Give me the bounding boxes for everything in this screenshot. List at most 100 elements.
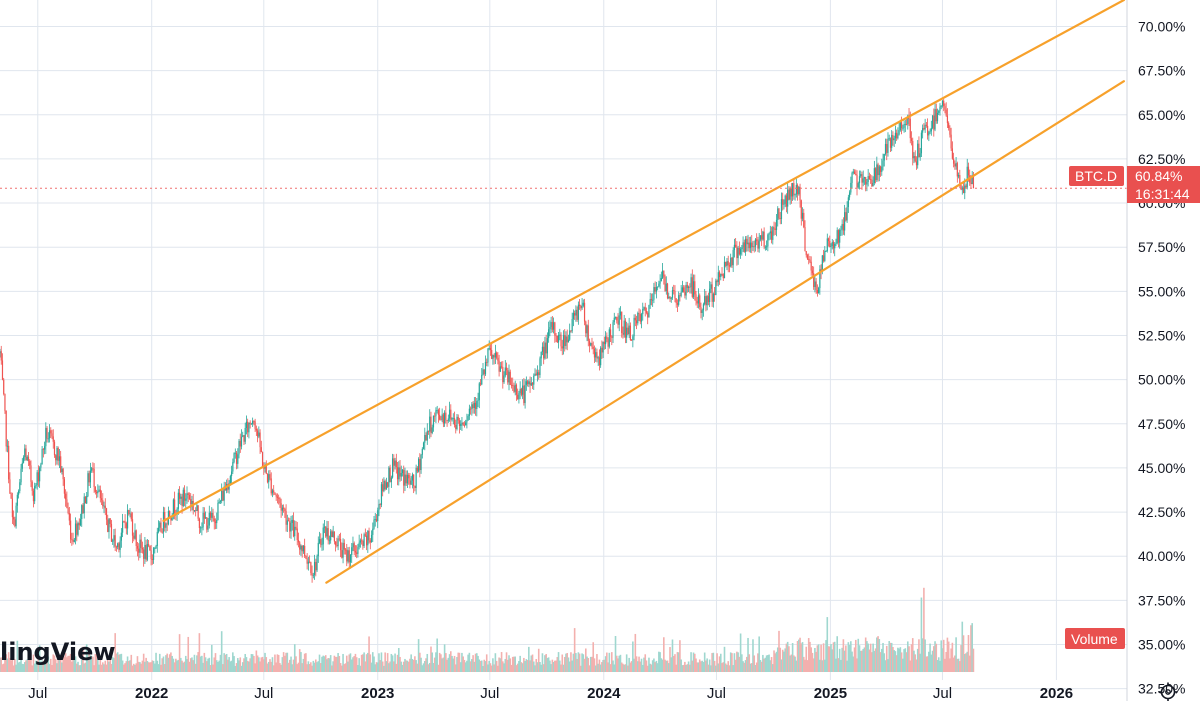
volume-bar (253, 655, 255, 672)
volume-bar (536, 662, 539, 672)
candle-body (450, 409, 452, 420)
x-tick-label: Jul (707, 685, 726, 701)
candle-body (389, 467, 391, 483)
candle-body (214, 521, 217, 524)
volume-bar (276, 654, 279, 672)
candle-body (891, 134, 893, 148)
volume-bar (741, 654, 743, 672)
volume-bar (852, 656, 855, 672)
volume-bar (873, 650, 876, 672)
candle-body (368, 530, 370, 541)
volume-bar (640, 658, 643, 672)
volume-bar (348, 654, 351, 672)
trendlines[interactable] (162, 0, 1126, 584)
candle-body (22, 457, 25, 463)
volume-bar (942, 639, 945, 672)
y-tick-label: 40.00% (1138, 548, 1185, 564)
candle-body (211, 512, 213, 518)
volume-bar (687, 661, 690, 672)
candle-body (616, 317, 618, 321)
candle-body (834, 244, 836, 249)
candle-body (846, 207, 848, 221)
candle-body (348, 550, 350, 563)
last-price-tag[interactable]: 60.84% 16:31:44 (1127, 166, 1200, 203)
candle-body (756, 239, 758, 242)
candle-body (207, 525, 209, 530)
trendline-lower[interactable] (325, 80, 1126, 584)
candle-body (491, 349, 493, 359)
volume-bar (327, 657, 329, 672)
candle-body (219, 501, 222, 502)
volume-bar (606, 652, 608, 672)
trendline-upper[interactable] (162, 0, 1126, 522)
volume-bar (341, 665, 343, 672)
candle-body (331, 531, 333, 538)
candle-body (590, 343, 592, 346)
volume-bar (793, 655, 795, 672)
volume-bar (194, 663, 197, 672)
volume-bar (56, 663, 58, 672)
candle-body (627, 327, 629, 335)
volume-bar (404, 658, 406, 672)
volume-bar (459, 662, 462, 672)
candle-body (13, 517, 15, 520)
symbol-tag[interactable]: BTC.D (1069, 166, 1124, 186)
volume-bar (272, 665, 275, 672)
volume-bar (474, 653, 477, 672)
volume-bar (781, 649, 784, 672)
volume-tag[interactable]: Volume (1065, 628, 1125, 649)
candle-body (705, 296, 707, 306)
volume-bar (545, 654, 547, 672)
candle-body (531, 383, 534, 385)
volume-bar (893, 650, 895, 672)
volume-bar (767, 655, 769, 672)
candle-body (229, 476, 231, 484)
volume-bar (11, 655, 14, 672)
candle-body (866, 182, 868, 185)
candle-body (269, 474, 271, 479)
y-tick-label: 45.00% (1138, 460, 1185, 476)
candle-body (431, 427, 433, 433)
candle-body (343, 542, 345, 550)
candle-body (330, 531, 332, 541)
candle-body (493, 355, 495, 358)
candle-body (145, 544, 147, 560)
volume-bar (204, 657, 207, 672)
volume-bar (58, 654, 61, 672)
candle-body (878, 166, 880, 176)
price-axis[interactable]: 70.00%67.50%65.00%62.50%60.00%57.50%55.0… (1138, 18, 1185, 696)
candle-body (612, 322, 614, 338)
candle-body (426, 430, 428, 441)
volume-bar (110, 663, 113, 672)
x-axis[interactable]: Jul 2022 Jul 2023 Jul 2024 Jul 2025 Jul 2026 (28, 685, 1073, 701)
candle-body (119, 540, 121, 550)
candle-body (440, 419, 442, 421)
candle-body (764, 246, 766, 248)
volume-bar (23, 662, 26, 672)
volume-bar (75, 663, 78, 672)
volume-bar (578, 653, 581, 672)
candle-body (458, 420, 461, 426)
volume-bar (234, 665, 237, 672)
candle-body (114, 535, 116, 547)
candle-body (53, 441, 56, 456)
candle-body (202, 512, 204, 528)
volume-bar (168, 654, 171, 672)
volume-bar (144, 661, 146, 672)
candle-body (504, 367, 506, 376)
settings-icon[interactable] (1158, 682, 1178, 701)
volume-bar (248, 661, 250, 672)
volume-bar (451, 655, 453, 672)
candle-body (104, 505, 106, 509)
candle-body (377, 510, 379, 522)
volume-bar (700, 661, 702, 672)
candle-body (140, 539, 142, 548)
volume-bar (658, 651, 660, 672)
volume-bar (879, 652, 882, 672)
candle-body (576, 309, 578, 320)
candle-body (178, 492, 181, 499)
candle-body (799, 187, 801, 201)
volume-bar (71, 661, 73, 672)
volume-bar (541, 653, 544, 672)
